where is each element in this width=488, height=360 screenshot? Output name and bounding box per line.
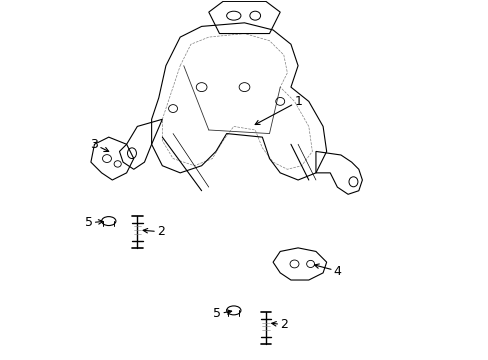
- Text: 5: 5: [84, 216, 103, 229]
- Text: 2: 2: [143, 225, 164, 238]
- Text: 4: 4: [314, 264, 341, 278]
- Text: 1: 1: [255, 95, 302, 125]
- Text: 2: 2: [271, 318, 287, 331]
- Text: 5: 5: [213, 307, 231, 320]
- Text: 3: 3: [90, 138, 108, 152]
